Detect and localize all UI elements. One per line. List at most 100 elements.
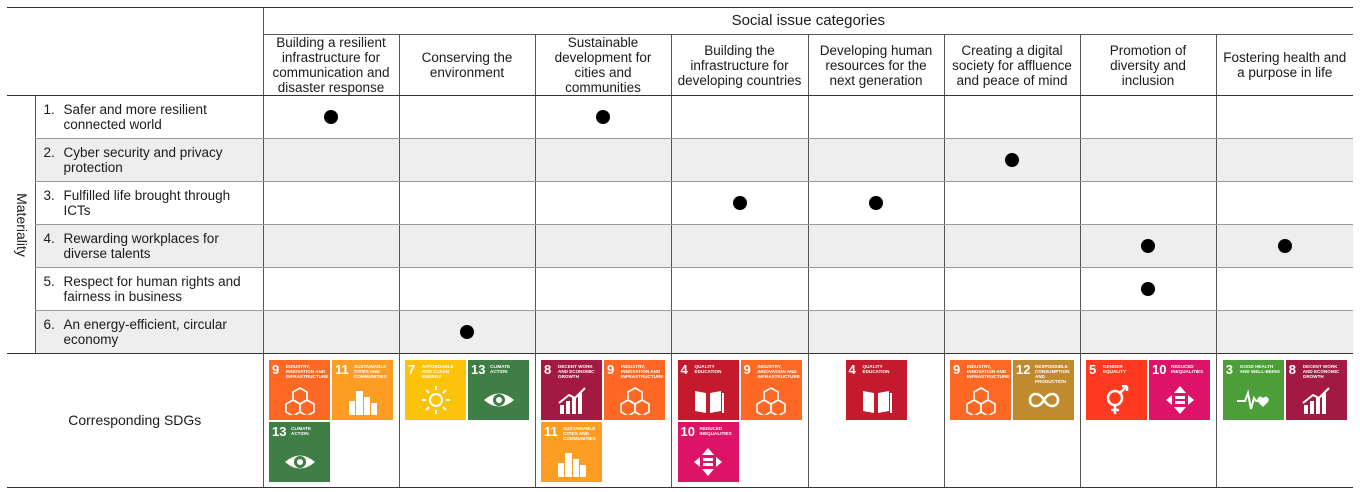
sdg-goal-10-tile: 10 Reduced inequalities (677, 422, 739, 482)
matrix-cell (1215, 224, 1354, 268)
matrix-cell (1079, 181, 1216, 225)
equality-arrows-icon (694, 448, 722, 476)
matrix-cell (262, 138, 399, 182)
relevance-dot (1277, 239, 1292, 253)
materiality-row: 4. Rewarding workplaces for diverse talent… (7, 224, 1354, 268)
matrix-cell (534, 138, 671, 182)
matrix-cell (943, 181, 1080, 225)
eye-globe-icon (483, 393, 514, 407)
sdg-goal-name: Climate action (490, 364, 511, 374)
matrix-cell (670, 310, 808, 354)
book-icon (863, 391, 892, 413)
relevance-dot (460, 325, 474, 339)
sdg-goal-number: 7 (408, 362, 416, 377)
sdg-goal-number: 11 (544, 424, 558, 439)
materiality-row: 6. An energy-efficient, circular economy (7, 310, 1354, 354)
materiality-text-cont: economy (63, 332, 119, 347)
sdg-goal-8-tile: 8 Decent work and economic growth (541, 360, 602, 420)
matrix-cell (670, 267, 808, 311)
materiality-number: 2. (43, 144, 55, 160)
matrix-cell (534, 181, 671, 225)
materiality-row: 2. Cyber security and privacy protection (7, 138, 1354, 182)
matrix-cell (943, 224, 1080, 268)
sdg-goal-number: 8 (1288, 362, 1296, 377)
relevance-dot (596, 110, 610, 124)
sun-icon (421, 386, 450, 414)
sdg-goal-name: Sustainable cities and communities (563, 426, 596, 441)
matrix-cell (398, 181, 535, 225)
sdg-goal-number: 5 (1089, 362, 1097, 377)
materiality-text-cont: diverse talents (63, 246, 151, 261)
matrix-cell (398, 138, 535, 182)
sdg-goal-number: 3 (1225, 362, 1233, 377)
sdg-goal-9-tile: 9 Industry, innovation and infrastructure (740, 360, 802, 420)
matrix-cell (670, 181, 808, 225)
sdg-goal-number: 10 (1152, 362, 1167, 377)
sdg-goal-name: Good health and well-being (1239, 364, 1281, 374)
materiality-table: Social issue categories Building a resil… (7, 7, 1354, 488)
category-header-8: Fostering health and a purpose in life (1215, 34, 1354, 96)
matrix-cell (943, 267, 1080, 311)
matrix-cell (807, 267, 944, 311)
growth-chart-icon (557, 387, 586, 414)
sdg-cell: 5 Gender equality 10 Reduced inequalities (1079, 353, 1216, 488)
sdg-goal-4-tile: 4 Quality education (677, 360, 739, 420)
materiality-item: 5. Respect for human rights and fairness i… (34, 267, 263, 311)
materiality-side-label: Materiality (7, 95, 35, 354)
sdg-goal-number: 11 (335, 362, 349, 377)
city-icon (348, 391, 377, 415)
matrix-cell (534, 267, 671, 311)
materiality-item: 6. An energy-efficient, circular economy (34, 310, 263, 354)
sdg-goal-9-tile: 9 Industry, innovation and infrastructure (604, 360, 665, 420)
materiality-matrix: Social issue categories Building a resil… (7, 7, 1354, 488)
matrix-cell (262, 95, 399, 139)
sdg-goal-number: 9 (743, 362, 751, 377)
materiality-text: An energy-efficient, circular (63, 316, 227, 332)
matrix-cell (670, 95, 808, 139)
materiality-text-cont: ICTs (63, 203, 91, 218)
matrix-cell (1215, 181, 1354, 225)
materiality-text: Respect for human rights and (63, 273, 241, 289)
matrix-cell (670, 224, 808, 268)
sdg-row: Corresponding SDGs 9 Industry, innovation … (7, 353, 1354, 488)
matrix-cell (1079, 224, 1216, 268)
category-header-6: Creating a digital society for affluence… (943, 34, 1080, 96)
growth-chart-icon (1302, 387, 1330, 414)
cubes-icon (965, 387, 996, 415)
sdg-cell: 8 Decent work and economic growth 9 Industr… (534, 353, 671, 488)
relevance-dot (732, 196, 747, 210)
sdg-goal-11-tile: 11 Sustainable cities and communities (332, 360, 393, 420)
cubes-icon (756, 387, 786, 415)
sdg-goal-name: Decent work and economic growth (1302, 364, 1340, 379)
materiality-item: 1. Safer and more resilient connected worl… (34, 95, 263, 139)
materiality-text: Safer and more resilient (63, 101, 207, 117)
materiality-number: 6. (43, 316, 55, 332)
materiality-item: 2. Cyber security and privacy protection (34, 138, 263, 182)
matrix-cell (943, 95, 1080, 139)
materiality-text: Cyber security and privacy (63, 144, 223, 160)
category-header-7: Promotion of diversity and inclusion (1079, 34, 1216, 96)
sdg-cell: 3 Good health and well-being 8 Decent work … (1215, 353, 1354, 488)
matrix-cell (262, 181, 399, 225)
sdg-goal-number: 12 (1016, 362, 1031, 377)
matrix-cell (262, 310, 399, 354)
matrix-cell (670, 138, 808, 182)
relevance-dot (1005, 153, 1019, 167)
sdg-goal-number: 9 (953, 362, 961, 377)
matrix-cell (807, 95, 944, 139)
cubes-icon (284, 387, 315, 415)
relevance-dot (324, 110, 338, 124)
relevance-dot (1141, 282, 1155, 296)
matrix-cell (807, 138, 944, 182)
heartbeat-icon (1237, 389, 1270, 410)
cubes-icon (619, 387, 650, 415)
sdg-goal-name: Sustainable cities and communities (354, 364, 387, 379)
corresponding-sdgs-label: Corresponding SDGs (7, 353, 263, 488)
matrix-cell (807, 310, 944, 354)
materiality-text: Fulfilled life brought through (63, 187, 231, 203)
materiality-item: 4. Rewarding workplaces for diverse talent… (34, 224, 263, 268)
sdg-goal-9-tile: 9 Industry, innovation and infrastructure (950, 360, 1011, 420)
eye-globe-icon (284, 455, 315, 469)
matrix-cell (534, 310, 671, 354)
materiality-row: 5. Respect for human rights and fairness i… (7, 267, 1354, 311)
